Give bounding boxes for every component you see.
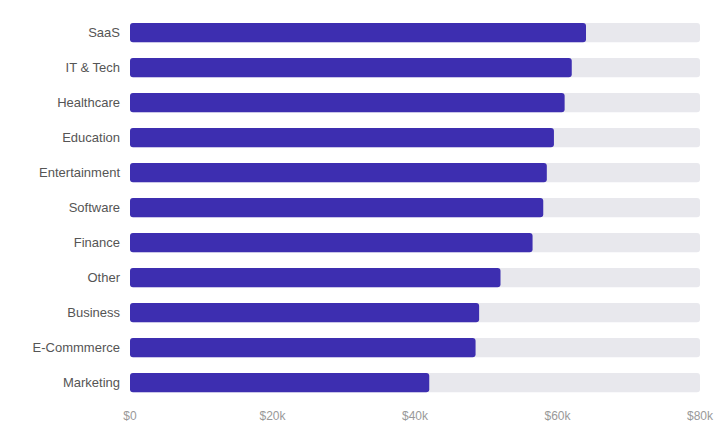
track — [130, 93, 700, 112]
category-label: IT & Tech — [66, 60, 120, 75]
bar — [130, 373, 429, 392]
category-label: Business — [67, 305, 120, 320]
category-label: Education — [62, 130, 120, 145]
category-label: Healthcare — [57, 95, 120, 110]
bar — [130, 303, 479, 322]
chart: SaaS IT & Tech Healthcare Education Entertai… — [0, 0, 720, 444]
bar — [130, 58, 572, 77]
track — [130, 23, 700, 42]
x-tick-label: $0 — [123, 409, 137, 423]
x-tick-label: $60k — [544, 409, 571, 423]
bar — [130, 93, 565, 112]
x-axis: $0 $20k $40k $60k $80k — [123, 409, 714, 423]
x-tick-label: $80k — [687, 409, 714, 423]
track — [130, 233, 700, 252]
category-label: Finance — [74, 235, 120, 250]
track — [130, 58, 700, 77]
track — [130, 303, 700, 322]
bar — [130, 268, 501, 287]
bar — [130, 198, 543, 217]
bar — [130, 163, 547, 182]
category-label: Marketing — [63, 375, 120, 390]
x-tick-label: $20k — [259, 409, 286, 423]
bar — [130, 233, 533, 252]
category-label: E-Commmerce — [33, 340, 120, 355]
category-label: Entertainment — [39, 165, 120, 180]
track — [130, 373, 700, 392]
bars — [130, 23, 586, 392]
category-label: Software — [69, 200, 120, 215]
track — [130, 128, 700, 147]
track — [130, 163, 700, 182]
category-labels: SaaS IT & Tech Healthcare Education Entertai… — [33, 25, 121, 390]
track — [130, 268, 700, 287]
track — [130, 338, 700, 357]
category-label: Other — [87, 270, 120, 285]
x-tick-label: $40k — [402, 409, 429, 423]
tracks — [130, 23, 700, 392]
track — [130, 198, 700, 217]
category-label: SaaS — [88, 25, 120, 40]
bar — [130, 338, 476, 357]
bar — [130, 128, 554, 147]
bar — [130, 23, 586, 42]
chart-container: SaaS IT & Tech Healthcare Education Entertai… — [0, 0, 720, 444]
